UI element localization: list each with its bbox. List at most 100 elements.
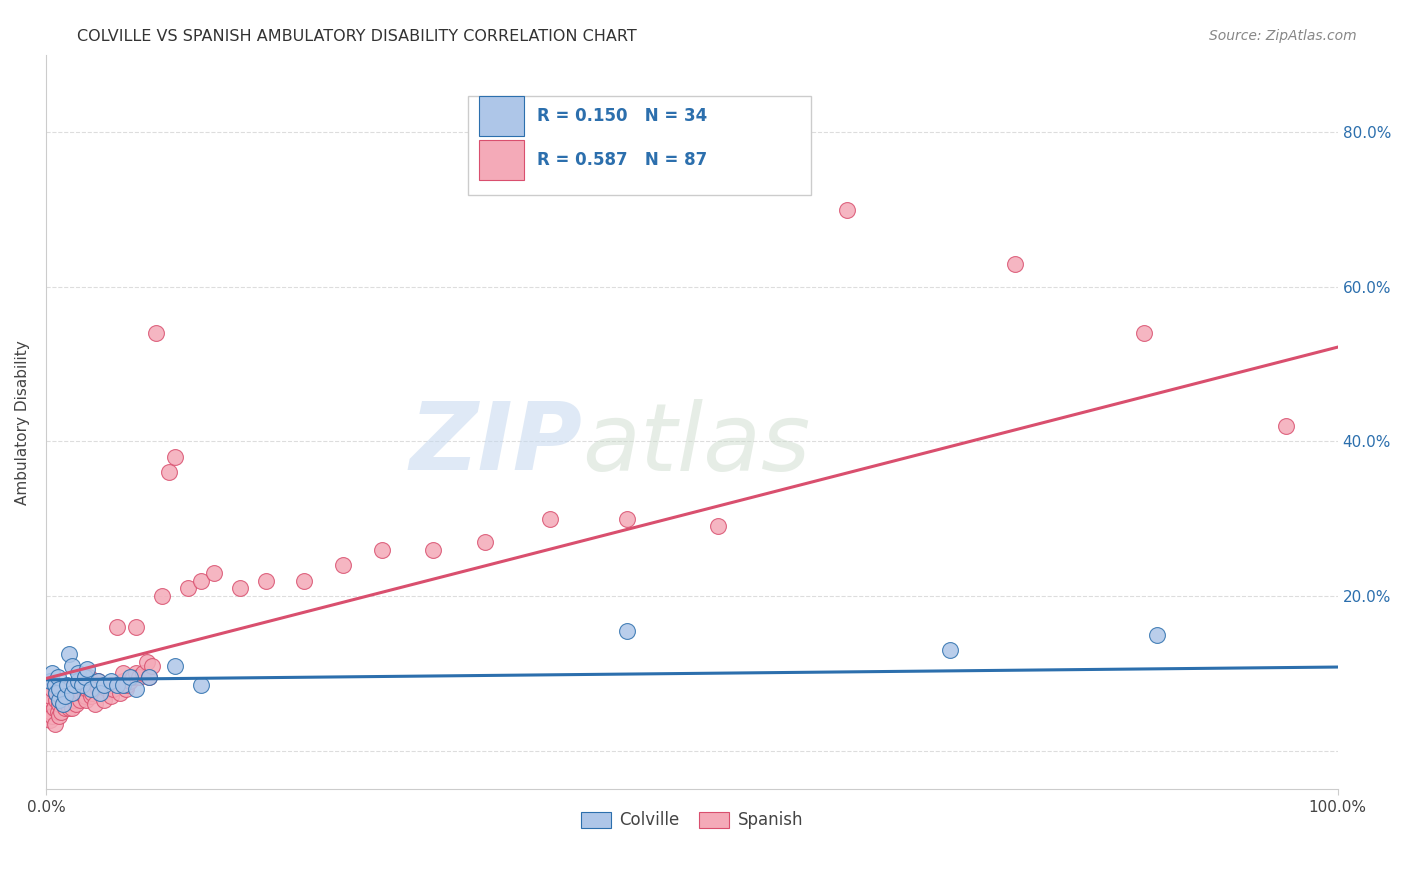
Point <box>46 670 69 684</box>
Point <box>86 673 108 688</box>
Point <box>616 624 638 638</box>
Point <box>45 685 67 699</box>
Point <box>100 690 122 704</box>
Point <box>835 202 858 217</box>
Point <box>76 663 98 677</box>
Point <box>165 658 187 673</box>
Point <box>60 690 83 704</box>
Point <box>45 693 67 707</box>
Point <box>538 512 561 526</box>
Point <box>67 685 90 699</box>
Point <box>52 697 75 711</box>
Point <box>69 693 91 707</box>
Point <box>105 678 128 692</box>
Text: atlas: atlas <box>582 399 810 490</box>
Point <box>165 450 187 464</box>
Point <box>332 558 354 573</box>
Point <box>70 678 93 692</box>
Point <box>76 681 98 696</box>
Point <box>1275 419 1298 434</box>
Text: Source: ZipAtlas.com: Source: ZipAtlas.com <box>1209 29 1357 43</box>
Point <box>53 701 76 715</box>
Point <box>616 512 638 526</box>
Point <box>125 666 148 681</box>
Point <box>118 670 141 684</box>
Point <box>292 574 315 588</box>
Point <box>41 708 63 723</box>
Point <box>63 693 86 707</box>
Text: R = 0.150   N = 34: R = 0.150 N = 34 <box>537 107 707 125</box>
FancyBboxPatch shape <box>478 95 524 136</box>
Point <box>60 685 83 699</box>
Point <box>41 681 63 696</box>
Point <box>56 690 79 704</box>
Point <box>63 678 86 692</box>
Point <box>60 658 83 673</box>
FancyBboxPatch shape <box>478 139 524 180</box>
Point <box>112 678 135 692</box>
Point <box>138 670 160 684</box>
Point <box>422 542 444 557</box>
Point <box>1133 326 1156 341</box>
Point <box>177 582 200 596</box>
Point <box>96 681 118 696</box>
Point <box>70 673 93 688</box>
Point <box>202 566 225 580</box>
Point <box>80 681 103 696</box>
Text: COLVILLE VS SPANISH AMBULATORY DISABILITY CORRELATION CHART: COLVILLE VS SPANISH AMBULATORY DISABILIT… <box>77 29 637 44</box>
Point <box>190 678 212 692</box>
Point <box>48 708 70 723</box>
Point <box>53 690 76 704</box>
Point <box>371 542 394 557</box>
Point <box>67 678 90 692</box>
Point <box>48 697 70 711</box>
Point <box>128 670 150 684</box>
Point <box>100 673 122 688</box>
Point <box>55 697 77 711</box>
Point <box>55 678 77 692</box>
Point <box>112 666 135 681</box>
Point <box>90 678 112 692</box>
Point <box>190 574 212 588</box>
Point <box>105 620 128 634</box>
Point <box>60 701 83 715</box>
Point <box>45 685 67 699</box>
Point <box>939 643 962 657</box>
Point <box>125 681 148 696</box>
Point <box>73 690 96 704</box>
Point <box>38 673 60 688</box>
Point <box>706 519 728 533</box>
Y-axis label: Ambulatory Disability: Ambulatory Disability <box>15 340 30 505</box>
Point <box>86 673 108 688</box>
Point <box>37 701 59 715</box>
Point <box>67 673 90 688</box>
Point <box>93 678 115 692</box>
Point <box>58 701 80 715</box>
Point <box>58 647 80 661</box>
Point <box>118 673 141 688</box>
Point <box>48 685 70 699</box>
Point <box>39 705 62 719</box>
Point <box>62 681 84 696</box>
Point <box>108 685 131 699</box>
Text: R = 0.587   N = 87: R = 0.587 N = 87 <box>537 151 707 169</box>
Point <box>59 685 82 699</box>
Point <box>44 716 66 731</box>
Point <box>101 681 124 696</box>
Point <box>100 678 122 692</box>
Text: ZIP: ZIP <box>409 398 582 491</box>
Point <box>48 693 70 707</box>
Point <box>141 658 163 673</box>
Point <box>121 670 143 684</box>
Point <box>82 685 104 699</box>
Point <box>474 535 496 549</box>
Point <box>67 666 90 681</box>
Point <box>73 670 96 684</box>
Point <box>117 678 139 692</box>
Point <box>38 690 60 704</box>
Point <box>112 673 135 688</box>
Point <box>89 685 111 699</box>
Point <box>44 678 66 692</box>
Point <box>73 681 96 696</box>
Point <box>145 326 167 341</box>
